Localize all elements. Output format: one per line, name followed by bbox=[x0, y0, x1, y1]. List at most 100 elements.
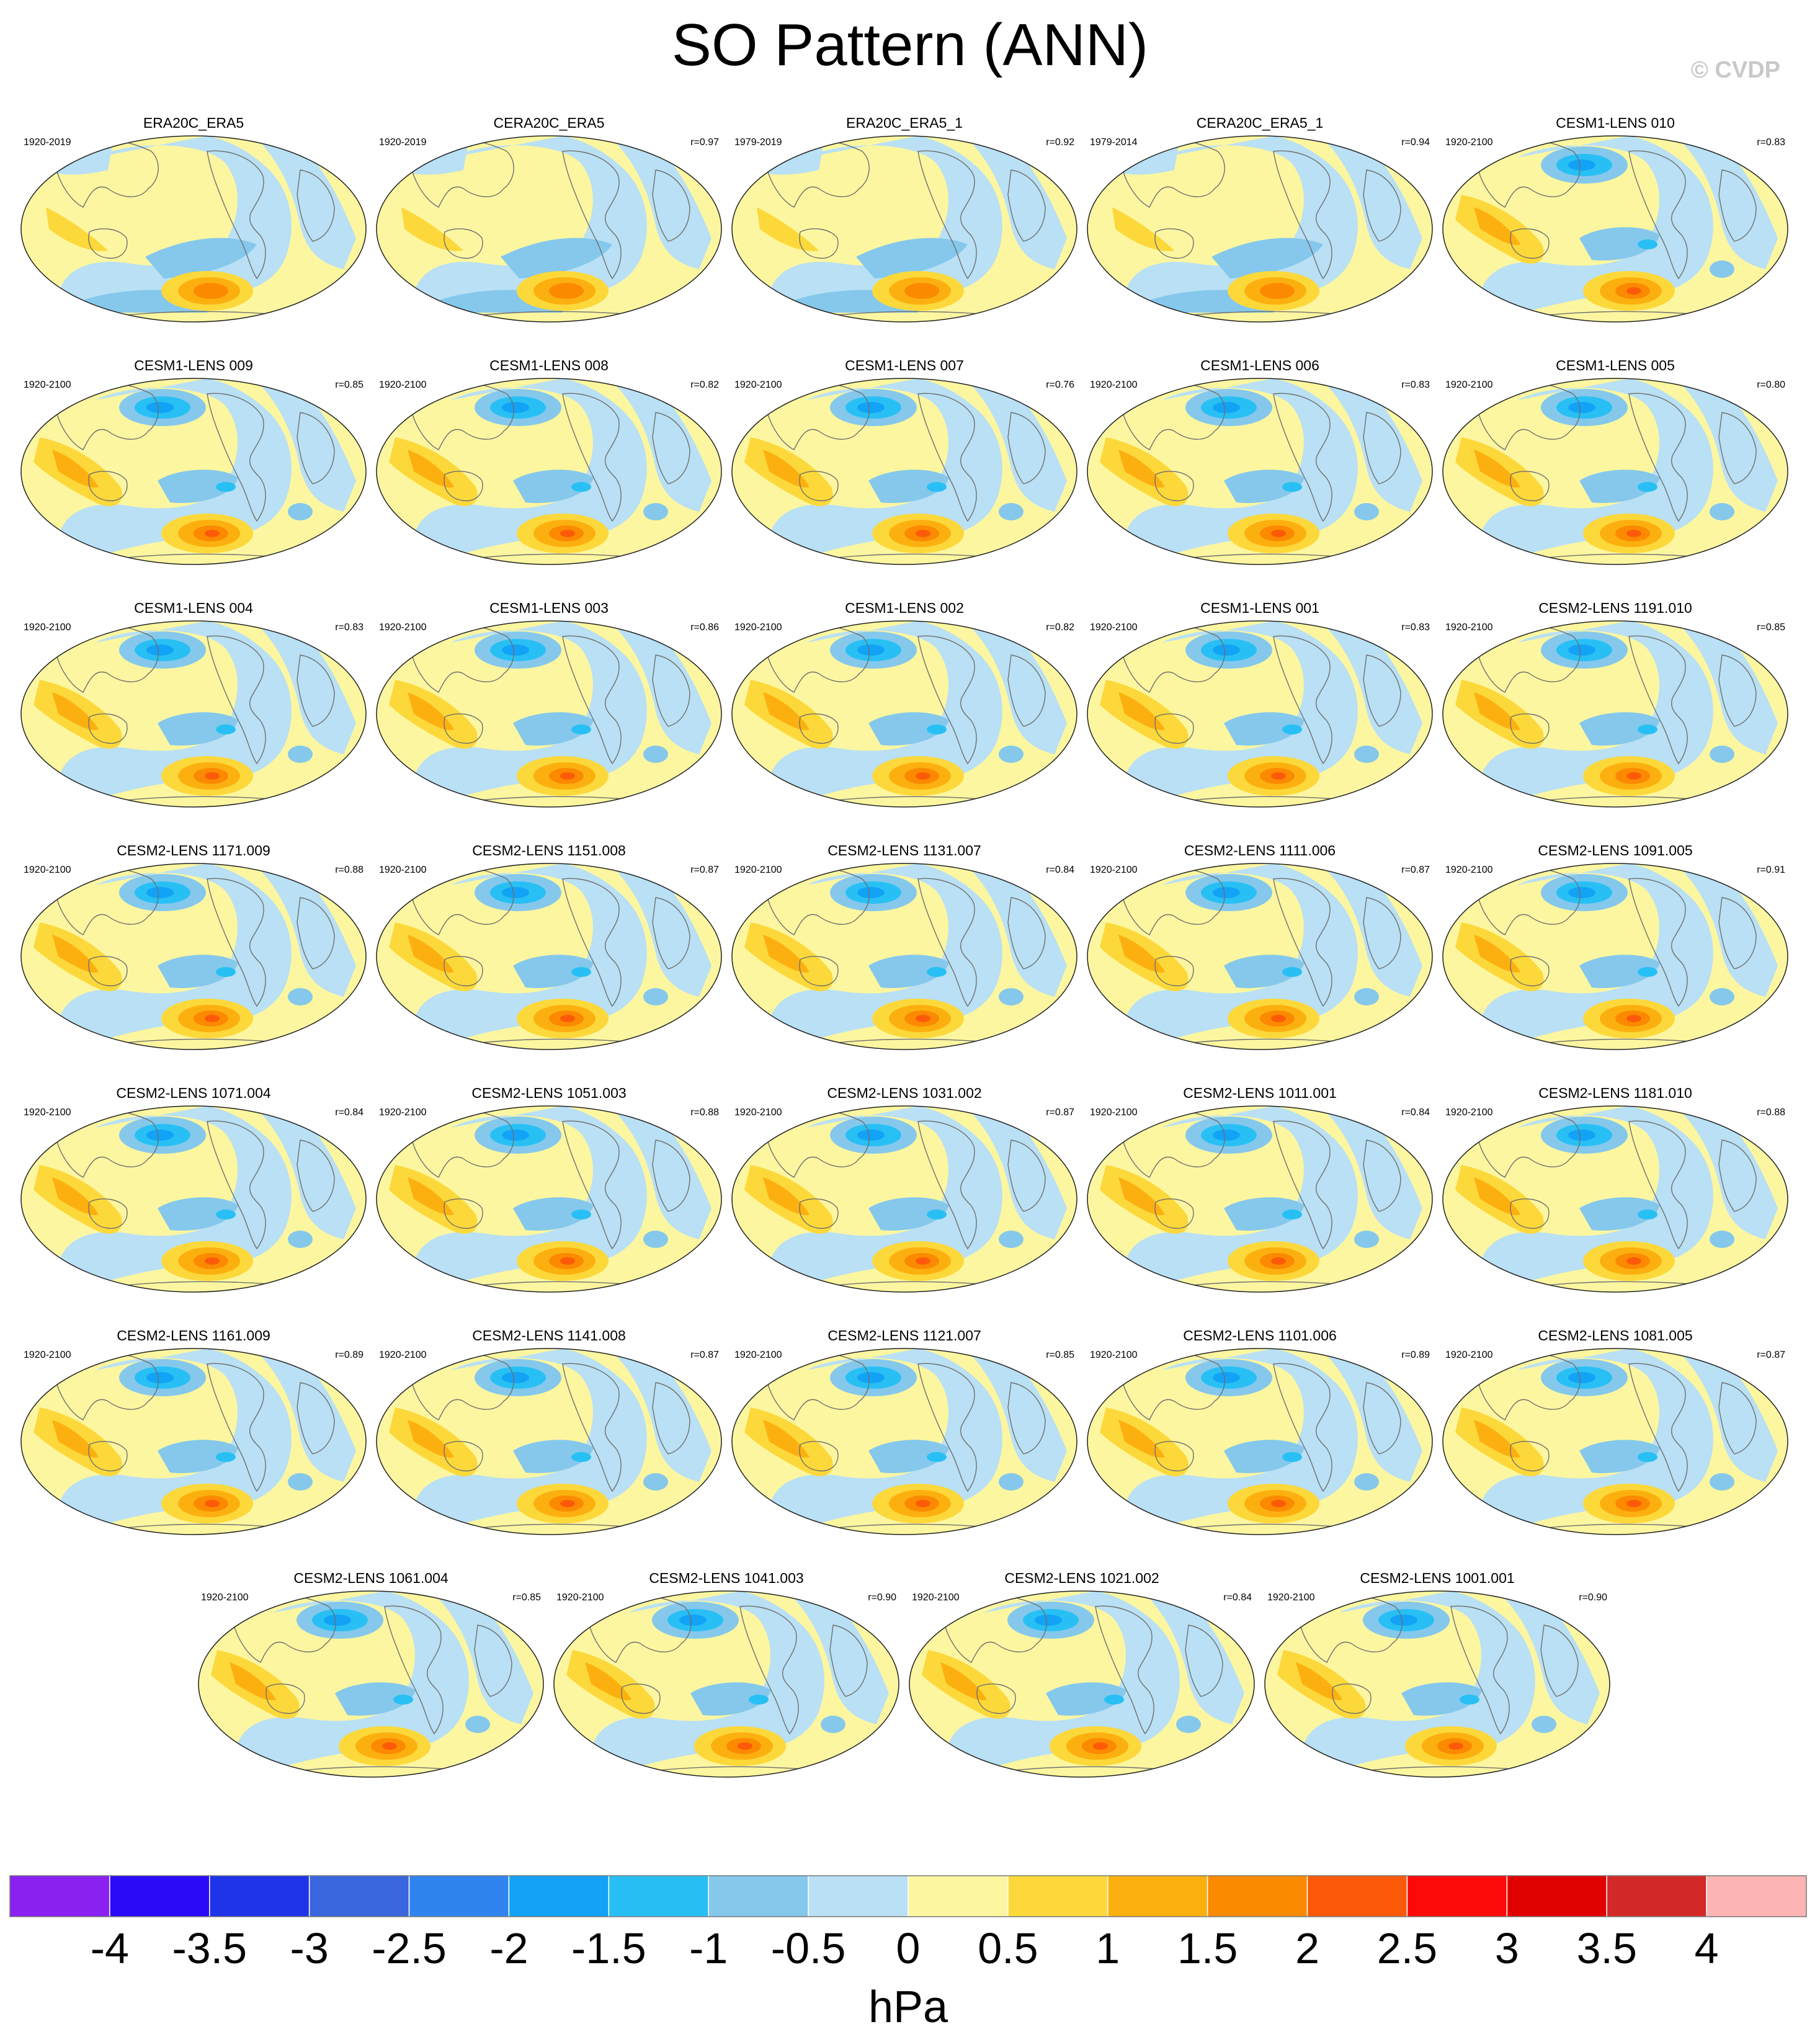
map-border bbox=[198, 1590, 544, 1778]
map-border bbox=[1442, 863, 1788, 1050]
colorbar-tick-label: 2.5 bbox=[1377, 1924, 1437, 1972]
map-border bbox=[20, 378, 367, 565]
map-panel: CESM1-LENS 002 1920-2100 r=0.82 bbox=[731, 600, 1077, 808]
map-panel: CESM2-LENS 1071.004 1920-2100 r=0.84 bbox=[20, 1085, 367, 1293]
panel-period: 1920-2019 bbox=[379, 137, 427, 148]
panel-title: ERA20C_ERA5_1 bbox=[846, 115, 963, 131]
map-border bbox=[731, 378, 1077, 565]
map-panel: CESM2-LENS 1041.003 1920-2100 r=0.90 bbox=[553, 1570, 899, 1778]
contour-field bbox=[1443, 136, 1788, 322]
panel-title: CESM1-LENS 005 bbox=[1556, 357, 1675, 373]
panel-period: 1920-2100 bbox=[24, 865, 71, 875]
panel-title: CESM1-LENS 001 bbox=[1200, 600, 1319, 616]
map-border bbox=[731, 1105, 1077, 1293]
map-border bbox=[1442, 620, 1788, 808]
panel-correlation: r=0.84 bbox=[1223, 1592, 1252, 1603]
contour-field bbox=[732, 863, 1077, 1050]
colorbar-swatch bbox=[109, 1875, 210, 1917]
panel-title: CERA20C_ERA5_1 bbox=[1197, 115, 1324, 131]
panel-correlation: r=0.89 bbox=[335, 1350, 364, 1360]
panel-title: CESM2-LENS 1031.002 bbox=[827, 1085, 981, 1101]
panel-period: 1920-2100 bbox=[1445, 1350, 1493, 1360]
contour-field bbox=[732, 378, 1077, 564]
panel-period: 1920-2100 bbox=[734, 1107, 782, 1118]
map-border bbox=[731, 863, 1077, 1050]
colorbar-swatch bbox=[209, 1875, 310, 1917]
map-border bbox=[376, 135, 722, 323]
panel-correlation: r=0.82 bbox=[1046, 622, 1074, 633]
contour-field bbox=[1087, 1106, 1432, 1292]
map-panel: CESM2-LENS 1151.008 1920-2100 r=0.87 bbox=[376, 842, 722, 1050]
map-panel: CESM2-LENS 1101.006 1920-2100 r=0.89 bbox=[1087, 1327, 1433, 1535]
contour-field bbox=[377, 1106, 721, 1292]
colorbar-tick-label: -2.5 bbox=[372, 1924, 447, 1972]
map-border bbox=[376, 1105, 722, 1293]
contour-field bbox=[377, 863, 721, 1050]
map-panel: CESM1-LENS 009 1920-2100 r=0.85 bbox=[20, 357, 367, 565]
panel-period: 1920-2100 bbox=[1267, 1592, 1315, 1603]
colorbar-swatch bbox=[508, 1875, 610, 1917]
contour-field bbox=[1087, 863, 1432, 1050]
panel-period: 1920-2100 bbox=[379, 622, 427, 633]
panel-title: CESM2-LENS 1011.001 bbox=[1183, 1085, 1337, 1101]
panel-title: CESM2-LENS 1071.004 bbox=[116, 1085, 271, 1101]
colorbar-tick-label: 3 bbox=[1495, 1924, 1519, 1972]
colorbar-swatch bbox=[1406, 1875, 1508, 1917]
map-border bbox=[1442, 378, 1788, 565]
panel-correlation: r=0.84 bbox=[335, 1107, 364, 1118]
panel-correlation: r=0.94 bbox=[1401, 137, 1430, 148]
panel-title: CERA20C_ERA5 bbox=[494, 115, 605, 131]
colorbar-swatch bbox=[1606, 1875, 1707, 1917]
cvdp-credit: © CVDP bbox=[1690, 57, 1780, 83]
map-panel: CESM2-LENS 1161.009 1920-2100 r=0.89 bbox=[20, 1327, 367, 1535]
panel-period: 1920-2100 bbox=[1090, 622, 1138, 633]
panel-period: 1920-2100 bbox=[1090, 865, 1138, 875]
colorbar-swatch bbox=[1107, 1875, 1208, 1917]
colorbar-swatch bbox=[9, 1875, 110, 1917]
map-border bbox=[376, 620, 722, 808]
colorbar-tick-label: 4 bbox=[1695, 1924, 1719, 1972]
contour-field bbox=[1443, 1348, 1788, 1535]
panel-title: ERA20C_ERA5 bbox=[143, 115, 244, 131]
panel-correlation: r=0.85 bbox=[512, 1592, 541, 1603]
panel-correlation: r=0.83 bbox=[1757, 137, 1785, 148]
panel-title: CESM1-LENS 007 bbox=[845, 357, 964, 373]
panel-correlation: r=0.87 bbox=[690, 865, 719, 875]
panel-title: CESM2-LENS 1171.009 bbox=[117, 842, 270, 858]
colorbar-swatch bbox=[908, 1875, 1009, 1917]
map-border bbox=[20, 1105, 367, 1293]
colorbar-frame bbox=[9, 1875, 1807, 1917]
panel-correlation: r=0.90 bbox=[1579, 1592, 1607, 1603]
colorbar-swatch bbox=[1007, 1875, 1109, 1917]
map-panel: CESM1-LENS 010 1920-2100 r=0.83 bbox=[1442, 115, 1788, 323]
colorbar-tick-label: -2 bbox=[489, 1924, 528, 1972]
contour-field bbox=[21, 378, 366, 564]
panel-title: CESM2-LENS 1101.006 bbox=[1183, 1327, 1337, 1344]
map-panel: CERA20C_ERA5_1 1979-2014 r=0.94 bbox=[1087, 115, 1433, 323]
panel-period: 1920-2100 bbox=[734, 865, 782, 875]
panel-period: 1979-2019 bbox=[734, 137, 782, 148]
map-panel: CESM2-LENS 1061.004 1920-2100 r=0.85 bbox=[198, 1570, 544, 1778]
map-panel: CESM2-LENS 1001.001 1920-2100 r=0.90 bbox=[1264, 1570, 1610, 1778]
panel-title: CESM1-LENS 006 bbox=[1200, 357, 1319, 373]
colorbar-units: hPa bbox=[868, 1982, 948, 2032]
panel-title: CESM2-LENS 1051.003 bbox=[471, 1085, 626, 1101]
panel-period: 1920-2100 bbox=[1090, 1350, 1138, 1360]
colorbar-tick-label: 1.5 bbox=[1177, 1924, 1238, 1972]
panel-period: 1920-2100 bbox=[1445, 137, 1493, 148]
panel-correlation: r=0.91 bbox=[1757, 865, 1785, 875]
map-panel: CESM1-LENS 006 1920-2100 r=0.83 bbox=[1087, 357, 1433, 565]
contour-field bbox=[1087, 1348, 1432, 1535]
map-panel: CESM2-LENS 1171.009 1920-2100 r=0.88 bbox=[20, 842, 367, 1050]
contour-field bbox=[21, 136, 366, 322]
panel-correlation: r=0.83 bbox=[1401, 622, 1430, 633]
contour-field bbox=[377, 621, 721, 807]
map-border bbox=[1264, 1590, 1610, 1778]
map-panel: CESM2-LENS 1031.002 1920-2100 r=0.87 bbox=[731, 1085, 1077, 1293]
contour-field bbox=[377, 1348, 721, 1535]
colorbar-swatch bbox=[408, 1875, 510, 1917]
map-panel: CESM2-LENS 1181.010 1920-2100 r=0.88 bbox=[1442, 1085, 1788, 1293]
map-panel: CESM1-LENS 004 1920-2100 r=0.83 bbox=[20, 600, 367, 808]
panel-period: 1920-2100 bbox=[1090, 380, 1138, 390]
panel-period: 1920-2100 bbox=[1445, 1107, 1493, 1118]
